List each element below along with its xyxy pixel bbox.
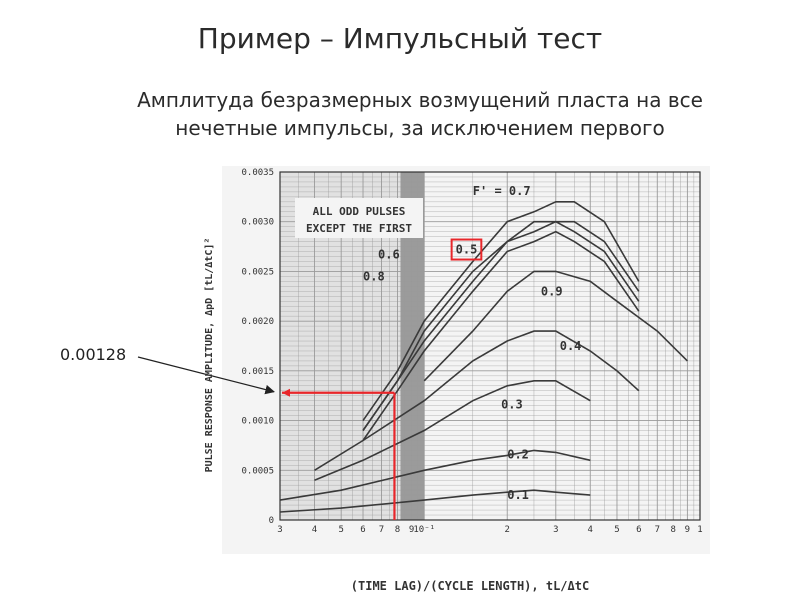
x-tick-label: 3 bbox=[553, 525, 558, 535]
x-tick-label: 7 bbox=[379, 525, 384, 535]
y-tick-label: 0.0035 bbox=[241, 168, 274, 178]
series-line bbox=[279, 449, 591, 501]
series-label: 0.4 bbox=[560, 339, 582, 353]
series-line bbox=[423, 270, 688, 382]
x-tick-label: 6 bbox=[360, 525, 365, 535]
x-tick-label: 10⁻¹ bbox=[413, 525, 435, 535]
series-label: 0.2 bbox=[507, 447, 529, 461]
series-label: 0.8 bbox=[363, 269, 385, 283]
inset-label-line-1: ALL ODD PULSES bbox=[313, 205, 406, 218]
series-line bbox=[362, 201, 640, 422]
x-tick-label: 9 bbox=[685, 525, 690, 535]
inset-label-line-2: EXCEPT THE FIRST bbox=[306, 222, 412, 235]
x-tick-label: 5 bbox=[338, 525, 343, 535]
series-label: F' = 0.7 bbox=[473, 184, 531, 198]
x-tick-label: 8 bbox=[671, 525, 676, 535]
x-tick-label: 1 bbox=[697, 525, 702, 535]
y-tick-label: 0.0015 bbox=[241, 367, 274, 377]
x-tick-label: 3 bbox=[277, 525, 282, 535]
y-tick-label: 0.0030 bbox=[241, 218, 274, 228]
x-tick-label: 7 bbox=[655, 525, 660, 535]
x-tick-label: 6 bbox=[636, 525, 641, 535]
y-axis-label: PULSE RESPONSE AMPLITUDE, ΔpD [tL/ΔtC]² bbox=[204, 238, 215, 473]
x-tick-label: 5 bbox=[614, 525, 619, 535]
series-line bbox=[362, 220, 640, 431]
inset-label-box bbox=[295, 198, 423, 238]
series-line bbox=[362, 220, 640, 431]
series-label: 0.5 bbox=[456, 243, 478, 257]
x-tick-label: 2 bbox=[505, 525, 510, 535]
y-tick-label: 0.0010 bbox=[241, 417, 274, 427]
annotation-label: 0.00128 bbox=[60, 345, 127, 364]
annotation-red-arrowhead bbox=[282, 388, 290, 397]
x-tick-label: 4 bbox=[312, 525, 317, 535]
x-tick-label: 9 bbox=[409, 525, 414, 535]
y-tick-label: 0.0020 bbox=[241, 317, 274, 327]
plot-frame bbox=[279, 171, 701, 521]
slide-title: Пример – Импульсный тест bbox=[197, 22, 603, 55]
series-label: 0.3 bbox=[501, 398, 523, 412]
x-axis-label: (TIME LAG)/(CYCLE LENGTH), tL/ΔtC bbox=[351, 579, 589, 593]
series-line bbox=[314, 380, 591, 481]
series-label: 0.9 bbox=[541, 284, 563, 298]
series-line bbox=[279, 489, 591, 513]
subtitle-line-1: Амплитуда безразмерных возмущений пласта… bbox=[137, 88, 703, 112]
y-tick-label: 0.0025 bbox=[241, 267, 274, 277]
x-tick-label: 8 bbox=[395, 525, 400, 535]
series-label: 0.6 bbox=[378, 248, 400, 262]
slide-subtitle: Амплитуда безразмерных возмущений пласта… bbox=[90, 86, 750, 142]
y-tick-label: 0.0005 bbox=[241, 466, 274, 476]
y-tick-label: 0 bbox=[269, 516, 274, 526]
series-line bbox=[362, 230, 640, 441]
subtitle-line-2: нечетные импульсы, за исключением первог… bbox=[175, 116, 665, 140]
highlight-box bbox=[450, 238, 483, 261]
series-label: 0.1 bbox=[507, 488, 529, 502]
x-tick-label: 4 bbox=[588, 525, 593, 535]
annotation-pointer-arrow bbox=[137, 356, 275, 395]
